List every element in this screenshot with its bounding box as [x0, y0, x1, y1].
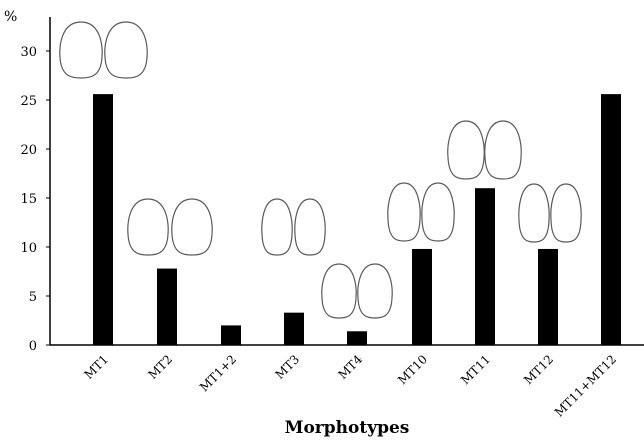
x-tick-label: MT12: [521, 352, 556, 387]
seed-outline: [387, 182, 421, 242]
y-tick-label: 0: [29, 339, 37, 354]
x-axis-label: Morphotypes: [285, 418, 410, 438]
seed-outline: [484, 120, 522, 180]
seed-outline: [104, 21, 148, 79]
y-tick-label: 25: [20, 94, 37, 109]
seed-outline: [321, 263, 357, 319]
seed-outline: [550, 183, 582, 243]
bar: [601, 94, 621, 346]
seed-outline: [518, 183, 550, 243]
x-tick-label: MT1: [81, 352, 111, 382]
bar: [412, 248, 432, 345]
seed-outline: [59, 21, 103, 79]
y-tick-label: 10: [20, 241, 37, 256]
bar: [538, 248, 558, 345]
y-tick-label: 20: [20, 143, 37, 158]
bar: [347, 331, 367, 345]
x-tick-label: MT4: [335, 352, 365, 382]
bar: [284, 312, 304, 345]
bar: [93, 94, 113, 346]
y-axis-label: %: [4, 9, 17, 25]
y-tick-label: 30: [20, 45, 37, 60]
x-tick-label: MT11+MT12: [552, 352, 619, 419]
seed-outline: [357, 263, 393, 319]
bar: [221, 325, 241, 345]
seed-outlines: [59, 21, 582, 319]
x-tick-label: MT1+2: [197, 352, 239, 394]
y-tick-label: 5: [29, 290, 37, 305]
x-tick-label: MT3: [272, 352, 302, 382]
seed-outline: [421, 182, 455, 242]
seed-outline: [294, 198, 326, 256]
seed-outline: [261, 198, 293, 256]
bar: [475, 188, 495, 345]
y-tick-label: 15: [20, 192, 37, 207]
bars: [93, 94, 621, 346]
seed-outline: [171, 198, 213, 256]
seed-outline: [447, 120, 485, 180]
x-tick-label: MT2: [145, 352, 175, 382]
seed-outline: [127, 198, 169, 256]
y-ticks: 0 5 10 15 20 25 30: [20, 45, 50, 354]
x-tick-label: MT10: [395, 352, 430, 387]
x-tick-label: MT11: [458, 352, 493, 387]
bar: [157, 268, 177, 345]
